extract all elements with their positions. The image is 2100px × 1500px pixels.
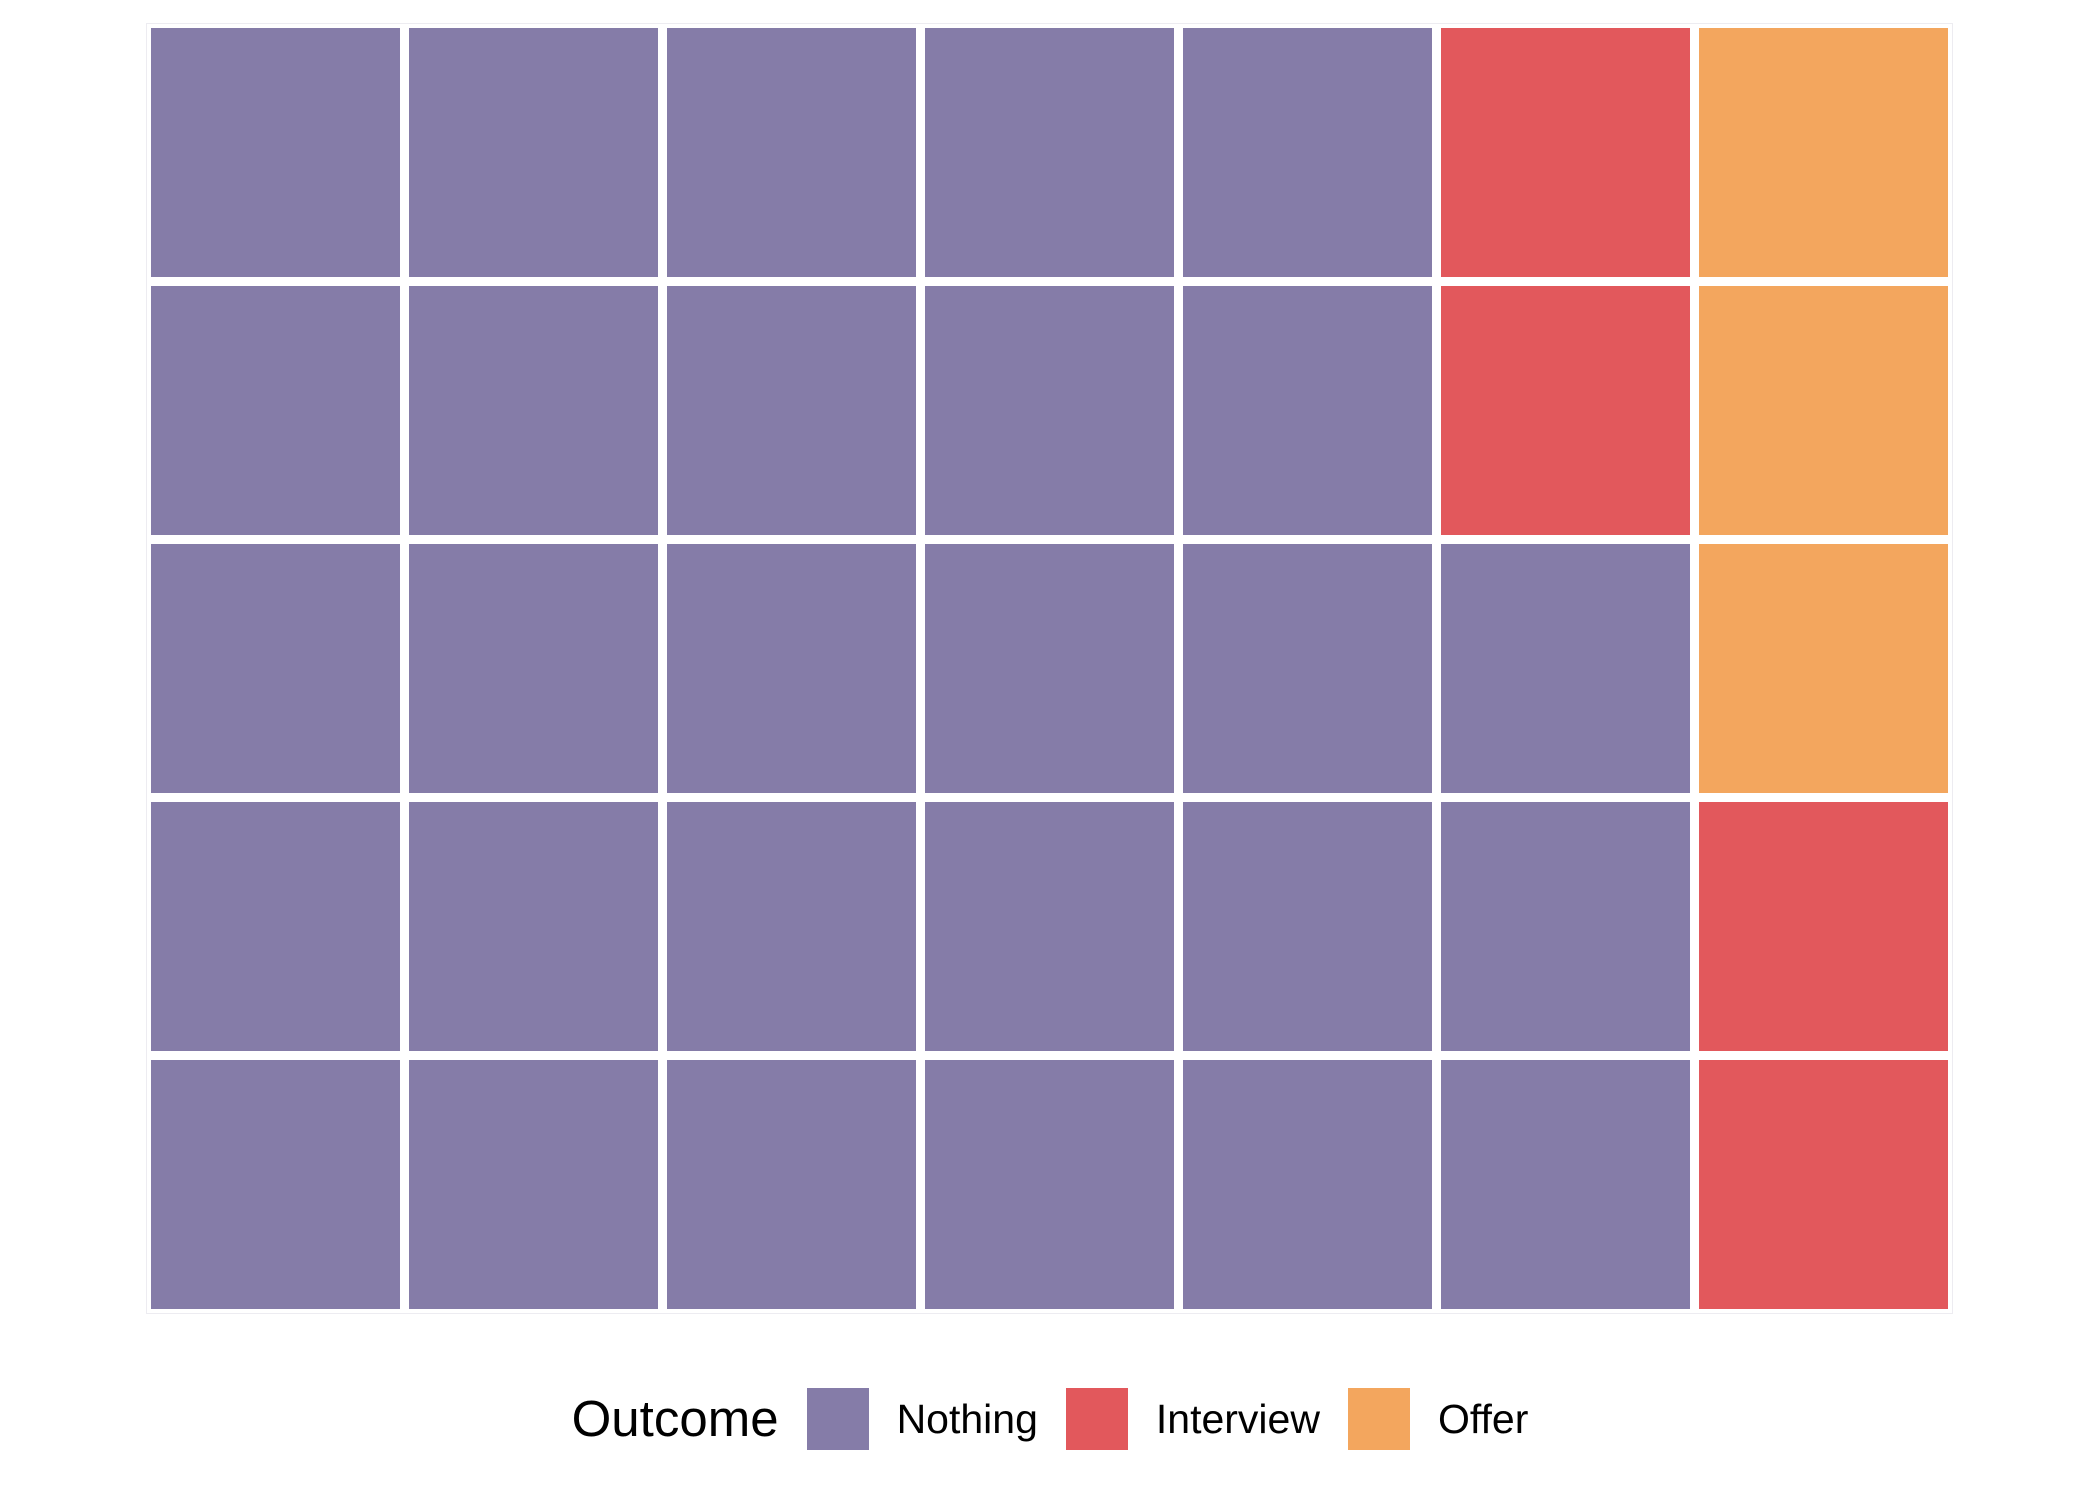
waffle-cell-nothing — [151, 544, 400, 793]
legend: Outcome Nothing Interview Offer — [0, 1388, 2100, 1450]
waffle-cell-nothing — [1441, 802, 1690, 1051]
waffle-cell-interview — [1441, 28, 1690, 277]
waffle-cell-nothing — [667, 1060, 916, 1309]
waffle-cell-nothing — [1183, 544, 1432, 793]
chart-panel — [146, 23, 1953, 1314]
waffle-cell-nothing — [1441, 1060, 1690, 1309]
legend-title: Outcome — [571, 1390, 779, 1447]
waffle-cell-nothing — [409, 1060, 658, 1309]
legend-swatch-nothing — [806, 1388, 869, 1450]
legend-item-interview: Interview — [1065, 1388, 1320, 1450]
legend-item-offer: Offer — [1347, 1388, 1529, 1450]
waffle-cell-nothing — [151, 802, 400, 1051]
waffle-cell-nothing — [151, 286, 400, 535]
legend-swatch-offer — [1347, 1388, 1410, 1450]
legend-label-interview: Interview — [1155, 1396, 1320, 1442]
waffle-cell-nothing — [409, 544, 658, 793]
waffle-cell-interview — [1699, 1060, 1948, 1309]
waffle-cell-offer — [1699, 28, 1948, 277]
waffle-cell-nothing — [925, 544, 1174, 793]
waffle-cell-nothing — [1441, 544, 1690, 793]
waffle-cell-nothing — [925, 28, 1174, 277]
waffle-cell-nothing — [409, 28, 658, 277]
waffle-cell-nothing — [1183, 286, 1432, 535]
waffle-cell-interview — [1699, 802, 1948, 1051]
waffle-cell-nothing — [925, 286, 1174, 535]
legend-items: Nothing Interview Offer — [806, 1388, 1529, 1450]
waffle-cell-nothing — [409, 802, 658, 1051]
waffle-cell-nothing — [1183, 1060, 1432, 1309]
waffle-cell-nothing — [151, 1060, 400, 1309]
legend-label-offer: Offer — [1437, 1396, 1529, 1442]
waffle-cell-nothing — [667, 28, 916, 277]
waffle-cell-offer — [1699, 286, 1948, 535]
waffle-cell-nothing — [1183, 802, 1432, 1051]
waffle-cell-nothing — [667, 286, 916, 535]
waffle-cell-offer — [1699, 544, 1948, 793]
legend-item-nothing: Nothing — [806, 1388, 1038, 1450]
waffle-cell-nothing — [667, 544, 916, 793]
legend-swatch-interview — [1065, 1388, 1128, 1450]
waffle-cell-interview — [1441, 286, 1690, 535]
waffle-cell-nothing — [409, 286, 658, 535]
waffle-cell-nothing — [1183, 28, 1432, 277]
waffle-grid — [151, 28, 1948, 1309]
waffle-cell-nothing — [925, 1060, 1174, 1309]
waffle-cell-nothing — [925, 802, 1174, 1051]
waffle-cell-nothing — [667, 802, 916, 1051]
legend-label-nothing: Nothing — [896, 1396, 1038, 1442]
waffle-cell-nothing — [151, 28, 400, 277]
